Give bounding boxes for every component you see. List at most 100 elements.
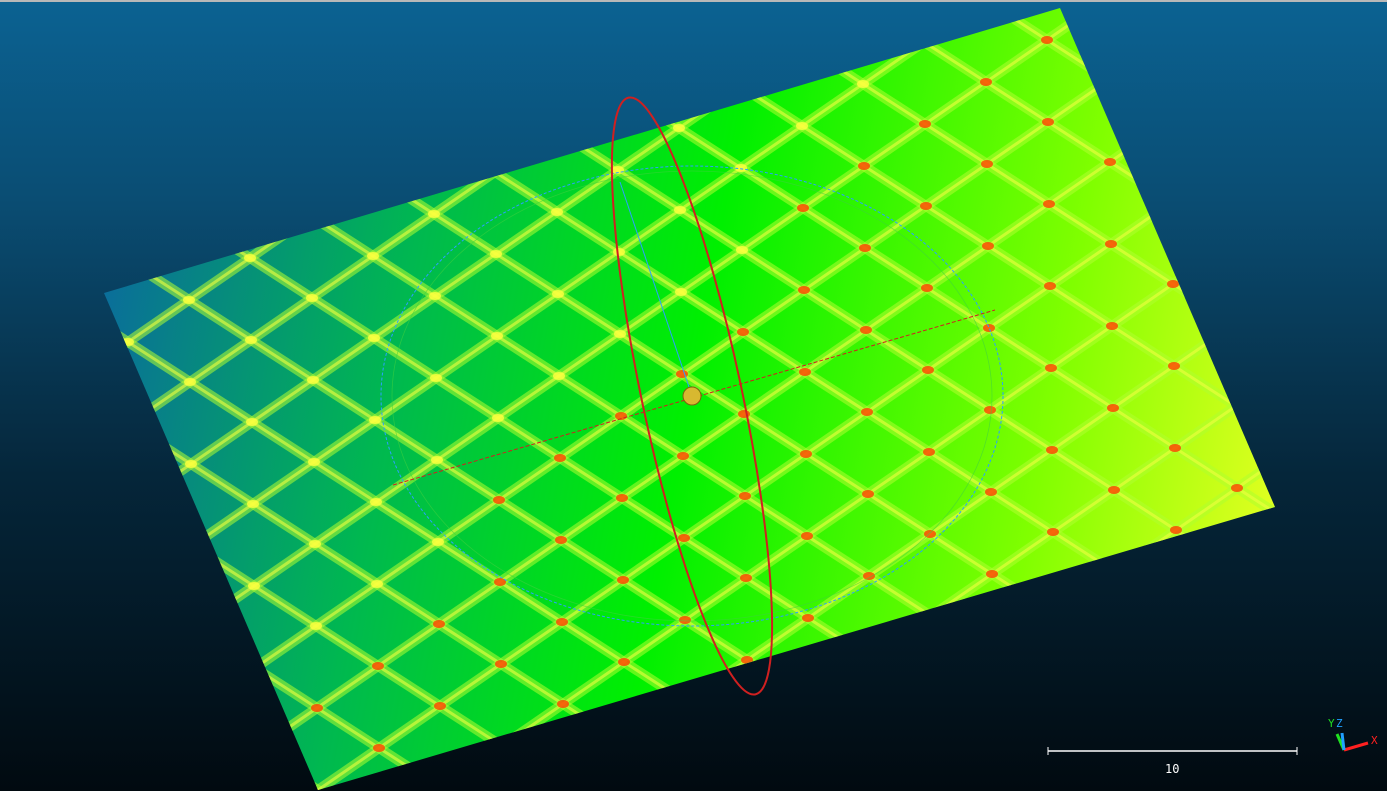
- ridge-node: [557, 700, 569, 708]
- ridge-node: [491, 332, 503, 340]
- ridge-line: [1154, 628, 1275, 790]
- ridge-node: [551, 208, 563, 216]
- ridge-node: [1231, 484, 1243, 492]
- ridge-node: [612, 166, 624, 174]
- ridge-line: [1239, 8, 1275, 98]
- ridge-node: [617, 576, 629, 584]
- ridge-node: [1105, 240, 1117, 248]
- ridge-node: [736, 246, 748, 254]
- axis-triad: [1335, 732, 1369, 752]
- ridge-node: [495, 660, 507, 668]
- x-axis-label: X: [1371, 734, 1378, 747]
- ridge-node: [986, 570, 998, 578]
- ridge-node: [796, 122, 808, 130]
- ridge-node: [982, 242, 994, 250]
- gizmo-ring-blue: [380, 165, 1004, 627]
- ridge-line: [104, 664, 195, 790]
- ridge-node: [799, 368, 811, 376]
- ridge-node: [429, 292, 441, 300]
- y-axis-label: Y: [1328, 717, 1335, 730]
- ridge-node: [367, 252, 379, 260]
- ridge-node: [433, 620, 445, 628]
- z-axis-label: Z: [1336, 717, 1343, 730]
- ridge-line: [104, 8, 265, 187]
- ridge-node: [920, 202, 932, 210]
- ridge-node: [921, 284, 933, 292]
- ridge-node: [1104, 158, 1116, 166]
- ridge-line: [104, 8, 383, 266]
- ridge-node: [372, 662, 384, 670]
- ridge-node: [616, 494, 628, 502]
- gizmo-ring-green: [391, 170, 993, 622]
- ridge-node: [556, 618, 568, 626]
- ridge-line: [1111, 8, 1275, 183]
- ridge-line: [1366, 2, 1387, 15]
- transform-gizmo[interactable]: [380, 87, 1004, 704]
- gizmo-center-sphere: [682, 386, 702, 406]
- ridge-node: [1106, 322, 1118, 330]
- ridge-node: [1168, 362, 1180, 370]
- ridge-line: [104, 8, 263, 184]
- ridge-node: [922, 366, 934, 374]
- ridge-node: [309, 540, 321, 548]
- ridge-node: [673, 124, 685, 132]
- ridge-node: [311, 704, 323, 712]
- ridge-node: [1046, 446, 1058, 454]
- ridge-line: [1156, 631, 1275, 790]
- ridge-node: [675, 288, 687, 296]
- ridge-line: [0, 2, 21, 17]
- ridge-line: [104, 8, 145, 104]
- ridge-node: [676, 370, 688, 378]
- ridge-node: [492, 414, 504, 422]
- ridge-node: [1044, 282, 1056, 290]
- ridge-node: [859, 244, 871, 252]
- ridge-node: [1169, 444, 1181, 452]
- ridge-line: [1366, 2, 1387, 15]
- ridge-node: [183, 296, 195, 304]
- ridge-node: [248, 582, 260, 590]
- ridge-node: [919, 120, 931, 128]
- ridge-node: [984, 406, 996, 414]
- ridge-node: [800, 450, 812, 458]
- ridge-node: [857, 80, 869, 88]
- ridge-node: [983, 324, 995, 332]
- ridge-line: [861, 8, 1275, 342]
- ridge-node: [1170, 526, 1182, 534]
- ridge-node: [369, 416, 381, 424]
- ridge-node: [735, 164, 747, 172]
- gizmo-ring-red: [610, 96, 774, 696]
- ridge-line: [0, 2, 21, 17]
- ridge-node: [741, 656, 753, 664]
- scale-bar-label: 10: [1165, 762, 1180, 776]
- ridge-node: [244, 254, 256, 262]
- ridge-line: [0, 748, 67, 791]
- ridge-node: [308, 458, 320, 466]
- ridge-line: [1113, 8, 1275, 180]
- ridge-node: [552, 290, 564, 298]
- ridge-line: [1034, 545, 1275, 790]
- ridge-node: [985, 488, 997, 496]
- ridge-line: [1036, 548, 1275, 790]
- ridge-node: [862, 490, 874, 498]
- ridge-node: [307, 376, 319, 384]
- ridge-node: [678, 534, 690, 542]
- ridge-node: [371, 580, 383, 588]
- ridge-node: [553, 372, 565, 380]
- ridge-node: [247, 500, 259, 508]
- ridge-node: [434, 702, 446, 710]
- ridge-line: [1237, 8, 1275, 101]
- ridge-node: [739, 492, 751, 500]
- ridge-line: [104, 8, 1224, 790]
- ridge-node: [679, 616, 691, 624]
- ridge-node: [555, 536, 567, 544]
- ridge-node: [861, 408, 873, 416]
- ridge-node: [1041, 36, 1053, 44]
- ridge-node: [802, 614, 814, 622]
- ridge-node: [430, 374, 442, 382]
- ridge-line: [0, 748, 67, 791]
- ridge-node: [1043, 200, 1055, 208]
- ridge-node: [674, 206, 686, 214]
- ridge-node: [797, 204, 809, 212]
